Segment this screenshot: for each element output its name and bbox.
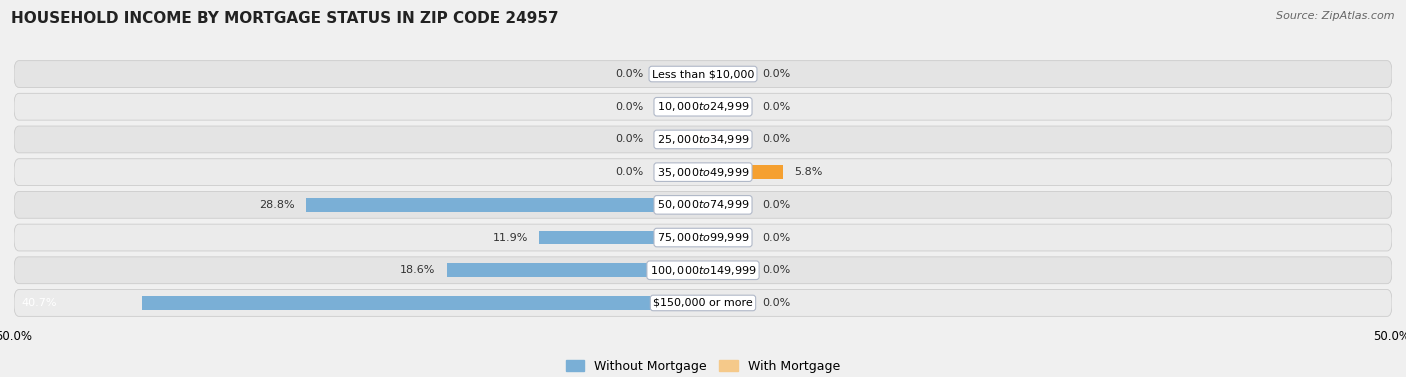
Bar bbox=[655, 165, 703, 179]
Text: $10,000 to $24,999: $10,000 to $24,999 bbox=[657, 100, 749, 113]
Text: 28.8%: 28.8% bbox=[260, 200, 295, 210]
Text: Source: ZipAtlas.com: Source: ZipAtlas.com bbox=[1277, 11, 1395, 21]
Bar bbox=[703, 165, 783, 179]
Text: 0.0%: 0.0% bbox=[762, 102, 790, 112]
FancyBboxPatch shape bbox=[14, 93, 1392, 120]
Bar bbox=[703, 67, 751, 81]
Text: $100,000 to $149,999: $100,000 to $149,999 bbox=[650, 264, 756, 277]
Text: 40.7%: 40.7% bbox=[21, 298, 56, 308]
Bar bbox=[703, 264, 751, 277]
Bar bbox=[655, 67, 703, 81]
Text: 11.9%: 11.9% bbox=[492, 233, 529, 242]
Text: 0.0%: 0.0% bbox=[762, 200, 790, 210]
FancyBboxPatch shape bbox=[14, 159, 1392, 185]
Text: 0.0%: 0.0% bbox=[762, 135, 790, 144]
FancyBboxPatch shape bbox=[14, 192, 1392, 218]
Text: 0.0%: 0.0% bbox=[762, 298, 790, 308]
Bar bbox=[703, 100, 751, 113]
Text: HOUSEHOLD INCOME BY MORTGAGE STATUS IN ZIP CODE 24957: HOUSEHOLD INCOME BY MORTGAGE STATUS IN Z… bbox=[11, 11, 558, 26]
Bar bbox=[703, 133, 751, 146]
Text: $25,000 to $34,999: $25,000 to $34,999 bbox=[657, 133, 749, 146]
Text: $75,000 to $99,999: $75,000 to $99,999 bbox=[657, 231, 749, 244]
Text: 0.0%: 0.0% bbox=[762, 69, 790, 79]
Text: 0.0%: 0.0% bbox=[616, 135, 644, 144]
Bar bbox=[703, 198, 751, 212]
Text: 0.0%: 0.0% bbox=[762, 265, 790, 275]
Bar bbox=[142, 296, 703, 310]
Text: 18.6%: 18.6% bbox=[401, 265, 436, 275]
Text: 0.0%: 0.0% bbox=[762, 233, 790, 242]
Bar bbox=[655, 133, 703, 146]
FancyBboxPatch shape bbox=[14, 126, 1392, 153]
Text: 5.8%: 5.8% bbox=[794, 167, 823, 177]
Legend: Without Mortgage, With Mortgage: Without Mortgage, With Mortgage bbox=[561, 355, 845, 377]
FancyBboxPatch shape bbox=[14, 61, 1392, 87]
Text: 0.0%: 0.0% bbox=[616, 69, 644, 79]
Text: $150,000 or more: $150,000 or more bbox=[654, 298, 752, 308]
Bar bbox=[703, 231, 751, 244]
FancyBboxPatch shape bbox=[14, 224, 1392, 251]
Bar bbox=[307, 198, 703, 212]
Text: Less than $10,000: Less than $10,000 bbox=[652, 69, 754, 79]
Bar bbox=[655, 100, 703, 113]
Text: 0.0%: 0.0% bbox=[616, 102, 644, 112]
Bar bbox=[703, 296, 751, 310]
Text: $50,000 to $74,999: $50,000 to $74,999 bbox=[657, 198, 749, 211]
Text: 0.0%: 0.0% bbox=[616, 167, 644, 177]
FancyBboxPatch shape bbox=[14, 257, 1392, 284]
FancyBboxPatch shape bbox=[14, 290, 1392, 316]
Bar bbox=[447, 264, 703, 277]
Text: $35,000 to $49,999: $35,000 to $49,999 bbox=[657, 166, 749, 179]
Bar bbox=[538, 231, 703, 244]
